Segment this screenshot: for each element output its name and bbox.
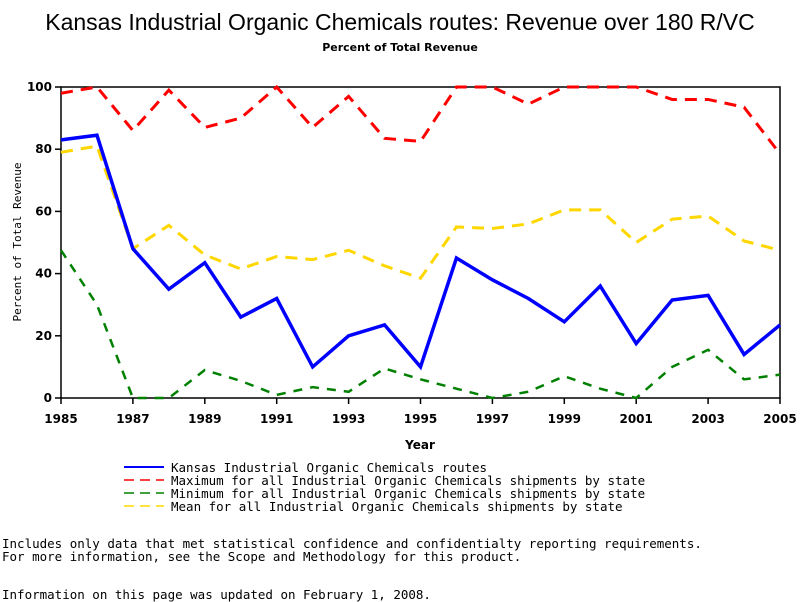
series-line-3 [61, 146, 780, 278]
x-tick-label: 2001 [619, 412, 652, 426]
plot-frame [61, 87, 780, 398]
chart-title: Kansas Industrial Organic Chemicals rout… [45, 9, 755, 35]
x-tick-label: 2005 [763, 412, 796, 426]
x-tick-label: 1989 [188, 412, 221, 426]
x-tick-label: 1985 [44, 412, 77, 426]
series-line-2 [61, 250, 780, 398]
y-tick-label: 100 [27, 80, 52, 94]
y-tick-label: 20 [35, 329, 52, 343]
x-tick-label: 1987 [116, 412, 149, 426]
x-tick-label: 1999 [548, 412, 581, 426]
y-axis-label: Percent of Total Revenue [11, 163, 24, 322]
legend-label: Mean for all Industrial Organic Chemical… [171, 499, 623, 514]
chart-subtitle: Percent of Total Revenue [322, 41, 478, 54]
note-methodology: For more information, see the Scope and … [2, 549, 521, 564]
x-axis-label: Year [404, 438, 435, 452]
y-tick-label: 0 [44, 391, 52, 405]
series-line-0 [61, 135, 780, 367]
x-tick-label: 1991 [260, 412, 293, 426]
x-tick-label: 1995 [404, 412, 437, 426]
series-line-1 [61, 87, 780, 154]
y-tick-label: 80 [35, 142, 52, 156]
y-tick-label: 40 [35, 267, 52, 281]
x-tick-label: 2003 [691, 412, 724, 426]
y-tick-label: 60 [35, 204, 52, 218]
x-tick-label: 1997 [476, 412, 509, 426]
x-tick-label: 1993 [332, 412, 365, 426]
